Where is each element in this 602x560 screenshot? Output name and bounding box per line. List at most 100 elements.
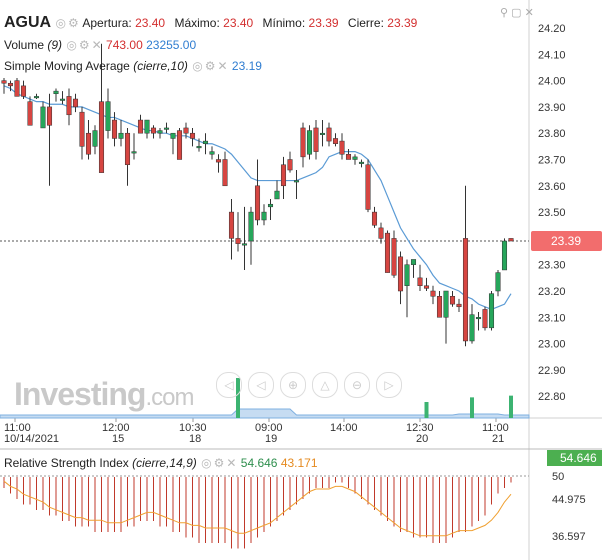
volume-value-2: 23255.00 bbox=[146, 38, 197, 52]
settings-icon[interactable]: ⚙ bbox=[67, 16, 79, 30]
open-label: Apertura: bbox=[82, 16, 132, 30]
nav-back-icon[interactable]: ◁ bbox=[216, 372, 242, 398]
sma-settings-icon[interactable]: ⚙ bbox=[204, 59, 216, 73]
y-tick-label: 22.80 bbox=[538, 391, 566, 403]
candle-body bbox=[501, 240, 508, 271]
last-price-tag bbox=[531, 231, 602, 252]
x-tick-time: 09:00 bbox=[255, 422, 283, 434]
candle-body bbox=[124, 132, 131, 166]
candle-body bbox=[475, 317, 482, 320]
candle-body bbox=[176, 130, 183, 160]
close-panel-icon[interactable]: ✕ bbox=[524, 7, 534, 19]
candle-body bbox=[215, 159, 222, 163]
y-tick-label: 23.20 bbox=[538, 286, 566, 298]
volume-eye-icon[interactable]: ◎ bbox=[66, 38, 77, 52]
watermark-suffix: .com bbox=[145, 384, 194, 411]
candle-body bbox=[163, 127, 170, 130]
high-label: Máximo: bbox=[174, 16, 220, 30]
candle-body bbox=[274, 190, 280, 200]
x-tick-date: 19 bbox=[265, 433, 277, 445]
x-tick-time: 12:00 bbox=[102, 422, 130, 434]
candle-body bbox=[365, 164, 371, 210]
candle-body bbox=[488, 293, 495, 329]
volume-close-icon[interactable]: ✕ bbox=[91, 38, 102, 52]
y-tick-label: 22.90 bbox=[538, 365, 566, 377]
chart-nav-controls: ◁ ◁ ⊕ △ ⊖ ▷ bbox=[216, 372, 402, 398]
investing-watermark: Investing.com bbox=[14, 376, 194, 413]
rsi-eye-icon[interactable]: ◎ bbox=[201, 456, 212, 470]
y-tick-label: 23.70 bbox=[538, 155, 566, 167]
candle-body bbox=[170, 132, 176, 139]
candle-body bbox=[7, 82, 14, 87]
symbol-title: AGUA bbox=[4, 14, 52, 31]
y-tick-label: 23.50 bbox=[538, 207, 566, 219]
candle-body bbox=[267, 203, 274, 208]
candle-body bbox=[189, 132, 196, 139]
rsi-legend: Relative Strength Index (cierre,14,9) ◎ ⚙… bbox=[4, 456, 318, 470]
candle-body bbox=[339, 140, 345, 155]
candle-body bbox=[287, 159, 293, 171]
x-tick-date: 15 bbox=[112, 433, 124, 445]
y-tick-label: 23.90 bbox=[538, 102, 566, 114]
volume-bar bbox=[509, 395, 513, 418]
rsi-y-tick: 50 bbox=[552, 471, 564, 483]
sma-close-icon[interactable]: ✕ bbox=[217, 59, 228, 73]
candle-body bbox=[352, 156, 358, 160]
y-tick-label: 23.80 bbox=[538, 128, 566, 140]
low-value: 23.39 bbox=[308, 16, 339, 30]
candle-body bbox=[137, 119, 144, 134]
last-price-label: 23.39 bbox=[551, 234, 581, 248]
volume-bar bbox=[424, 402, 429, 418]
rsi-signal-line bbox=[3, 480, 512, 537]
rsi-current-label: 54.646 bbox=[560, 451, 597, 465]
candle-body bbox=[202, 140, 209, 144]
price-legend: AGUA ◎ ⚙ Apertura: 23.40 Máximo: 23.40 Mí… bbox=[4, 14, 417, 32]
candle-body bbox=[371, 211, 378, 226]
candle-body bbox=[384, 232, 391, 273]
nav-zoom-icon[interactable]: ⊕ bbox=[280, 372, 306, 398]
nav-reset-icon[interactable]: △ bbox=[312, 372, 338, 398]
close-label: Cierre: bbox=[347, 16, 384, 30]
volume-value-1: 743.00 bbox=[106, 38, 143, 52]
candle-body bbox=[410, 259, 417, 265]
candle-body bbox=[131, 151, 137, 154]
candle-body bbox=[241, 243, 248, 246]
rsi-close-icon[interactable]: ✕ bbox=[226, 456, 237, 470]
candle-body bbox=[20, 85, 27, 97]
candle-body bbox=[1, 80, 7, 84]
candle-body bbox=[235, 238, 241, 244]
volume-settings-icon[interactable]: ⚙ bbox=[78, 38, 90, 52]
y-tick-label: 24.10 bbox=[538, 49, 566, 61]
candle-body bbox=[59, 98, 66, 101]
rsi-settings-icon[interactable]: ⚙ bbox=[213, 456, 225, 470]
rsi-param: (cierre,14,9) bbox=[132, 456, 197, 470]
close-value: 23.39 bbox=[387, 16, 418, 30]
candle-body bbox=[33, 96, 40, 99]
candle-body bbox=[326, 127, 332, 142]
candle-body bbox=[358, 161, 365, 164]
x-tick-time: 11:00 bbox=[4, 422, 31, 434]
x-tick-date: 20 bbox=[416, 433, 428, 445]
y-tick-label: 24.20 bbox=[538, 23, 566, 35]
eye-icon[interactable]: ◎ bbox=[55, 16, 66, 30]
volume-param: (9) bbox=[47, 38, 63, 52]
candle-body bbox=[482, 309, 488, 329]
candle-body bbox=[92, 130, 98, 147]
sma-eye-icon[interactable]: ◎ bbox=[192, 59, 203, 73]
nav-forward-icon[interactable]: ▷ bbox=[376, 372, 402, 398]
candle-body bbox=[144, 119, 150, 134]
rsi-label: Relative Strength Index bbox=[4, 456, 129, 470]
candle-body bbox=[469, 314, 475, 342]
candle-body bbox=[183, 127, 189, 134]
candle-body bbox=[332, 138, 339, 144]
pin-icon[interactable]: ⚲ bbox=[500, 7, 509, 19]
x-tick-time: 14:00 bbox=[330, 422, 358, 434]
candle-body bbox=[436, 296, 443, 318]
candle-body bbox=[157, 130, 163, 134]
nav-back-fast-icon[interactable]: ◁ bbox=[248, 372, 274, 398]
candle-body bbox=[495, 272, 501, 292]
nav-zoom-out-icon[interactable]: ⊖ bbox=[344, 372, 370, 398]
maximize-icon[interactable]: ▢ bbox=[511, 7, 522, 19]
candle-body bbox=[98, 101, 105, 173]
open-value: 23.40 bbox=[135, 16, 166, 30]
